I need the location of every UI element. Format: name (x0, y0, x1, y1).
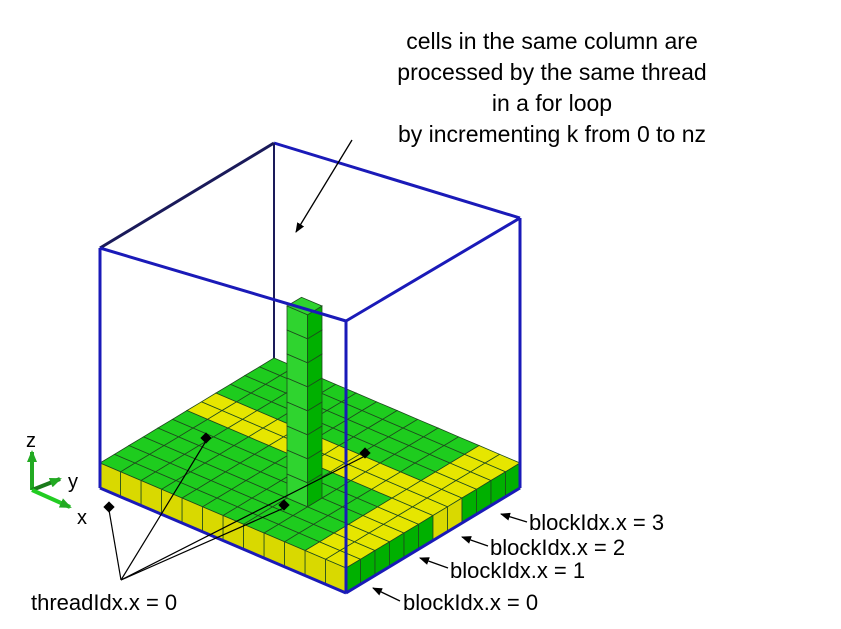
block-arrow-2 (461, 536, 489, 547)
thread-marker (278, 499, 290, 511)
caption-line-3: in a for loop (492, 90, 612, 116)
caption-line-1: cells in the same column are (406, 28, 697, 54)
block-label-0: blockIdx.x = 0 (403, 590, 538, 615)
block-arrow-3 (500, 512, 528, 523)
leader-line (120, 507, 285, 581)
caption-line-2: processed by the same thread (397, 59, 706, 85)
thread-leader-lines (108, 440, 366, 581)
box-edge (345, 486, 521, 595)
thread-column (286, 296, 323, 508)
caption-arrow (295, 139, 353, 233)
box-edge (345, 216, 521, 323)
z-axis-label: z (26, 430, 36, 452)
x-axis-label: x (77, 507, 87, 529)
domain-box-back-edges (99, 141, 521, 385)
y-axis-arrow (31, 477, 62, 492)
thread-label: threadIdx.x = 0 (31, 590, 177, 615)
block-arrow-1 (419, 557, 449, 569)
thread-marker (200, 432, 212, 444)
block-arrows (372, 512, 528, 602)
box-edge (99, 486, 347, 595)
leader-line (120, 455, 366, 581)
x-axis-arrow (31, 488, 72, 509)
y-axis-label: y (68, 471, 78, 493)
thread-marker (359, 447, 371, 459)
domain-box-front-edges (98, 216, 522, 595)
block-label-3: blockIdx.x = 3 (529, 510, 664, 535)
leader-line (120, 440, 207, 581)
box-edge (99, 246, 347, 323)
box-back-edge (99, 141, 275, 250)
box-back-edge (273, 141, 521, 220)
axes-gizmo: z y x (26, 430, 87, 529)
leader-line (108, 509, 122, 581)
block-label-2: blockIdx.x = 2 (490, 535, 625, 560)
caption-line-4: by incrementing k from 0 to nz (398, 121, 706, 147)
block-arrow-0 (372, 587, 401, 602)
caption: cells in the same column are processed b… (397, 28, 706, 147)
block-label-1: blockIdx.x = 1 (450, 558, 585, 583)
